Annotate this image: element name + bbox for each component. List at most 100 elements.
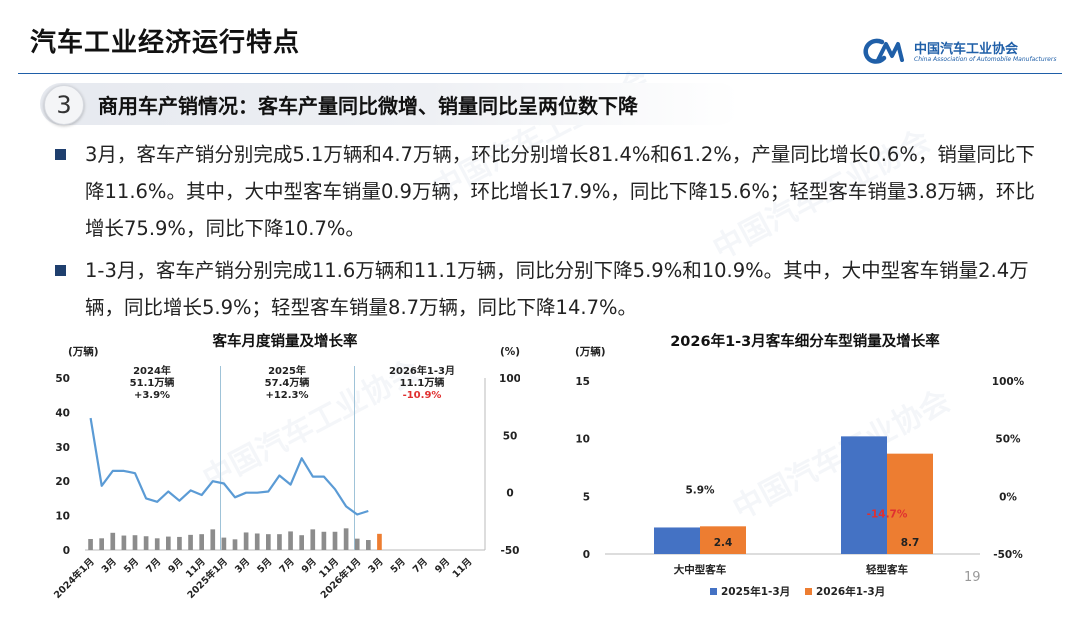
period-note-value: 11.1万辆	[400, 376, 445, 389]
logo-name-en: China Association of Automobile Manufact…	[914, 56, 1057, 63]
sales-bar	[166, 536, 171, 550]
period-note-title: 2024年	[133, 364, 171, 377]
sales-bar	[254, 533, 260, 550]
caam-logo: 中国汽车工业协会 China Association of Automobile…	[862, 36, 1062, 70]
x-category-label: 轻型客车	[866, 563, 908, 576]
y-tick-label: 10	[575, 434, 590, 446]
period-note-value: 51.1万辆	[130, 376, 175, 389]
sales-bar	[243, 532, 249, 550]
sales-bar	[366, 540, 371, 550]
y-right-tick-label: 0%	[999, 491, 1017, 503]
sales-bar	[143, 536, 149, 550]
legend-label: 2025年1-3月	[721, 585, 790, 598]
x-tick-label: 9月	[300, 556, 319, 575]
period-note-title: 2025年	[268, 364, 306, 377]
y-tick-label: 5	[583, 491, 590, 503]
legend-label: 2026年1-3月	[816, 585, 885, 598]
period-note-growth: -10.9%	[403, 390, 442, 401]
period-note-growth: +12.3%	[265, 390, 308, 401]
y-right-tick-label: 50	[503, 430, 518, 442]
chart-title: 2026年1-3月客车细分车型销量及增长率	[670, 332, 940, 350]
x-category-label: 大中型客车	[674, 563, 727, 576]
x-tick-label: 7月	[277, 556, 296, 575]
sales-bar	[121, 535, 127, 550]
y-tick-label: 20	[55, 476, 70, 488]
y-tick-label: 10	[55, 511, 70, 523]
sales-bar	[99, 538, 104, 550]
sales-bar	[343, 528, 349, 550]
x-tick-label: 5月	[122, 556, 141, 575]
y-tick-label: 15	[575, 376, 590, 388]
x-tick-label: 5月	[255, 556, 274, 575]
bullet-item: 3月，客车产销分别完成5.1万辆和4.7万辆，环比分别增长81.4%和61.2%…	[55, 136, 1035, 247]
page-title: 汽车工业经济运行特点	[30, 28, 301, 58]
caam-logo-icon	[863, 38, 904, 64]
x-tick-label: 3月	[100, 556, 119, 575]
growth-label: -14.7%	[867, 508, 908, 520]
x-tick-label: 5月	[389, 556, 408, 575]
sales-bar	[154, 538, 160, 550]
sales-bar	[377, 533, 382, 550]
sales-bar	[210, 529, 216, 550]
x-tick-label: 11月	[451, 556, 475, 580]
x-tick-label: 7月	[144, 556, 163, 575]
y-axis-right-label: (%)	[500, 346, 520, 358]
logo-name-cn: 中国汽车工业协会	[914, 42, 1019, 57]
y-tick-label: 30	[55, 442, 70, 454]
sales-bar	[221, 537, 227, 550]
sales-bar	[310, 529, 316, 550]
sales-bar	[321, 531, 327, 550]
segment-bar	[887, 453, 933, 554]
y-tick-label: 0	[63, 545, 70, 557]
sales-bar	[199, 534, 204, 550]
section-banner	[40, 83, 740, 125]
sales-bar	[232, 539, 238, 550]
x-tick-label: 2024年1月	[51, 556, 96, 601]
segment-sales-chart: 2026年1-3月客车细分车型销量及增长率 (万辆) 0 5 10 15 -50% 0%…	[575, 332, 1025, 598]
y-right-tick-label: -50%	[993, 549, 1023, 561]
sales-bar	[110, 532, 116, 550]
growth-label: 5.9%	[685, 485, 715, 497]
period-note-title: 2026年1-3月	[389, 364, 455, 377]
segment-bar	[654, 527, 700, 554]
sales-bar	[299, 535, 304, 550]
y-right-tick-label: 100%	[992, 376, 1025, 388]
sales-bar	[88, 538, 93, 550]
y-tick-label: 50	[55, 373, 70, 385]
period-note-value: 57.4万辆	[265, 376, 310, 389]
sales-bar	[277, 534, 282, 550]
growth-rate-line	[89, 417, 369, 516]
sales-bar	[354, 538, 360, 550]
legend-swatch	[710, 588, 717, 595]
sales-bar	[132, 535, 138, 550]
section-title: 商用车产销情况：客车产量同比微增、销量同比呈两位数下降	[98, 94, 638, 118]
y-right-tick-label: -50	[501, 545, 520, 557]
sales-bar	[266, 534, 271, 550]
bullet-square-icon	[55, 149, 66, 160]
x-tick-label: 3月	[233, 556, 252, 575]
bullet-item: 1-3月，客车产销分别完成11.6万辆和11.1万辆，同比分别下降5.9%和10…	[55, 252, 1035, 326]
period-note-growth: +3.9%	[134, 390, 170, 401]
y-right-tick-label: 0	[506, 488, 513, 500]
y-axis-label: (万辆)	[68, 345, 99, 358]
x-tick-label: 3月	[366, 556, 385, 575]
sales-bar	[332, 531, 338, 550]
y-right-tick-label: 100	[499, 373, 520, 385]
y-axis-label: (万辆)	[575, 345, 606, 358]
segment-bar	[700, 526, 746, 554]
segment-bar	[841, 436, 887, 554]
sales-bar	[188, 534, 193, 550]
chart-title: 客车月度销量及增长率	[212, 332, 358, 350]
bullet-square-icon	[55, 265, 66, 276]
sales-bar	[177, 536, 182, 550]
bullet-text: 3月，客车产销分别完成5.1万辆和4.7万辆，环比分别增长81.4%和61.2%…	[85, 143, 1035, 240]
x-tick-label: 9月	[433, 556, 452, 575]
section-number: 3	[44, 85, 84, 125]
header-divider	[18, 73, 1062, 74]
monthly-sales-chart: 客车月度销量及增长率 (万辆) (%) 0 10 20 30 40 50 -50 0 50 10…	[51, 332, 520, 601]
bar-value-label: 8.7	[901, 537, 920, 549]
y-tick-label: 40	[55, 407, 70, 419]
sales-bar	[288, 531, 293, 550]
y-tick-label: 0	[583, 549, 590, 561]
x-tick-label: 7月	[411, 556, 430, 575]
